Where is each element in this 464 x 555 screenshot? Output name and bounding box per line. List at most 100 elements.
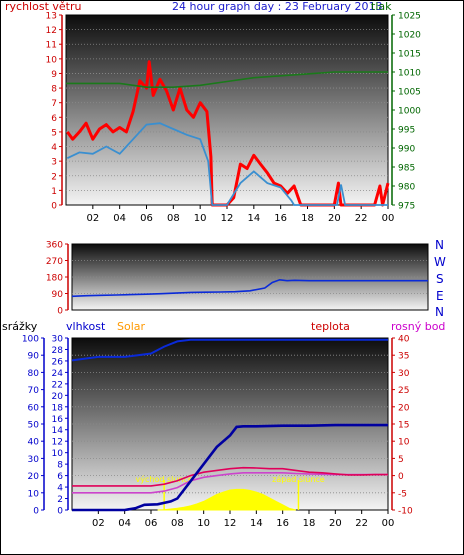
humidity-tick-label: 8: [57, 461, 63, 471]
temperature-tick-label: 40: [398, 335, 410, 345]
climate-time-tick-label: 06: [145, 518, 158, 529]
wind-speed-tick-label: 0: [51, 202, 57, 212]
pressure-tick-label: 1020: [398, 31, 421, 41]
humidity-tick-label: 14: [52, 426, 64, 436]
climate-time-tick-label: 00: [382, 518, 395, 529]
rain-tick-label: 70: [28, 386, 40, 396]
rain-line: [72, 423, 388, 512]
wind-axis-label: rychlost větru: [5, 0, 82, 13]
pressure-line: [66, 71, 388, 88]
compass-s: S: [436, 272, 444, 286]
wind-speed-tick-label: 12: [46, 26, 57, 36]
temperature-tick-label: 5: [398, 455, 404, 465]
temperature-tick-label: 35: [398, 352, 409, 362]
wind-speed-tick-label: 7: [51, 99, 57, 109]
pressure-tick-label: 1000: [398, 107, 421, 117]
humidity-tick-label: 26: [52, 357, 64, 367]
humidity-tick-label: 12: [52, 438, 63, 448]
wind-time-tick-label: 14: [247, 213, 260, 224]
humidity-tick-label: 10: [52, 449, 64, 459]
compass-n-top: N: [435, 238, 444, 252]
pressure-tick-label: 1025: [398, 12, 421, 22]
pressure-tick-label: 1005: [398, 88, 421, 98]
temperature-tick-label: -10: [398, 507, 413, 517]
wind-time-tick-label: 16: [274, 213, 287, 224]
humidity-tick-label: 2: [57, 495, 63, 505]
humidity-line: [71, 338, 388, 362]
rain-tick-label: 20: [28, 472, 40, 482]
sunrise-label: východ slunce: [136, 475, 193, 484]
temperature-tick-label: 25: [398, 386, 409, 396]
wind-speed-tick-label: 4: [51, 143, 57, 153]
temperature-line: [72, 466, 388, 487]
humidity-tick-label: 0: [57, 507, 63, 517]
temperature-tick-label: 30: [398, 369, 410, 379]
temperature-tick-label: 15: [398, 421, 409, 431]
rain-tick-label: 50: [28, 421, 40, 431]
temperature-tick-label: 0: [398, 472, 404, 482]
wind-speed-tick-label: 2: [51, 172, 57, 182]
climate-time-tick-label: 14: [250, 518, 263, 529]
chart-title: 24 hour graph day : 23 February 2013: [172, 0, 383, 13]
climate-time-tick-label: 10: [197, 518, 210, 529]
direction-tick-label: 180: [46, 274, 63, 284]
compass-e: E: [436, 289, 444, 303]
wind-speed-tick-label: 8: [51, 85, 57, 95]
direction-tick-label: 0: [57, 307, 63, 317]
humidity-axis-label: vlhkost: [66, 320, 106, 333]
dewpoint-axis-label: rosný bod: [391, 320, 446, 333]
wind-average-line: [66, 122, 388, 206]
climate-time-tick-label: 18: [303, 518, 316, 529]
humidity-tick-label: 6: [57, 472, 63, 482]
climate-time-tick-label: 02: [92, 518, 105, 529]
humidity-tick-label: 30: [52, 335, 64, 345]
wind-time-tick-label: 08: [167, 213, 180, 224]
sunset-label: západ slunce: [272, 475, 325, 484]
climate-time-tick-label: 22: [355, 518, 368, 529]
direction-tick-label: 270: [46, 257, 63, 267]
wind-time-tick-label: 12: [221, 213, 234, 224]
wind-speed-tick-label: 5: [51, 128, 57, 138]
pressure-axis-label: tlak: [371, 0, 392, 13]
humidity-tick-label: 16: [52, 415, 64, 425]
climate-time-tick-label: 12: [224, 518, 237, 529]
humidity-tick-label: 20: [52, 392, 64, 402]
rain-tick-label: 40: [28, 438, 40, 448]
direction-tick-label: 90: [52, 290, 64, 300]
rain-tick-label: 30: [28, 455, 40, 465]
compass-w: W: [434, 255, 446, 269]
humidity-tick-label: 22: [52, 380, 63, 390]
climate-time-tick-label: 04: [118, 518, 131, 529]
climate-time-tick-label: 08: [171, 518, 184, 529]
wind-speed-tick-label: 9: [51, 70, 57, 80]
climate-time-tick-label: 16: [276, 518, 289, 529]
wind-plot-background: [66, 15, 388, 205]
wind-time-tick-label: 02: [86, 213, 99, 224]
wind-time-tick-label: 06: [140, 213, 153, 224]
pressure-tick-label: 990: [398, 145, 415, 155]
pressure-tick-label: 985: [398, 164, 415, 174]
rain-tick-label: 0: [33, 507, 39, 517]
pressure-tick-label: 1015: [398, 50, 421, 60]
temperature-tick-label: 20: [398, 403, 410, 413]
dewpoint-line: [72, 471, 388, 494]
wind-speed-tick-label: 1: [51, 187, 57, 197]
solar-label: Solar: [117, 320, 146, 333]
rain-axis-label: srážky: [2, 320, 38, 333]
wind-time-tick-label: 00: [382, 213, 395, 224]
wind-time-tick-label: 18: [301, 213, 314, 224]
temperature-tick-label: 10: [398, 438, 410, 448]
wind-direction-line: [71, 278, 428, 298]
compass-n-bottom: N: [435, 305, 444, 319]
humidity-tick-label: 28: [52, 346, 64, 356]
wind-time-tick-label: 20: [328, 213, 341, 224]
rain-tick-label: 90: [28, 352, 40, 362]
pressure-tick-label: 980: [398, 183, 415, 193]
wind-speed-tick-label: 6: [51, 114, 57, 124]
wind-speed-tick-label: 11: [46, 41, 57, 51]
climate-time-tick-label: 20: [329, 518, 342, 529]
wind-time-tick-label: 22: [355, 213, 368, 224]
temperature-axis-label: teplota: [311, 320, 350, 333]
